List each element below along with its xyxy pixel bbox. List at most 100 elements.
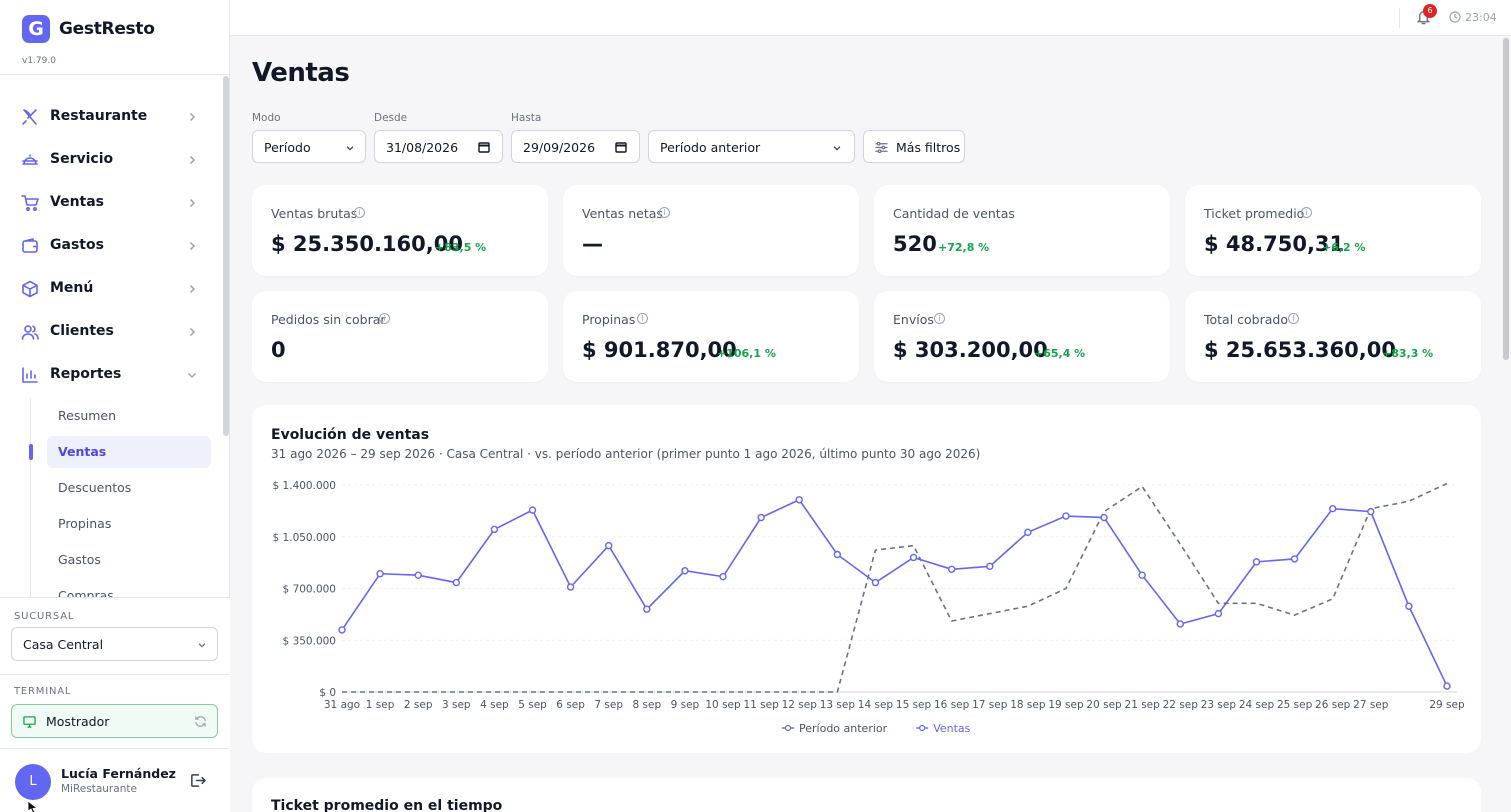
sidebar-item-servicio[interactable]: Servicio (0, 140, 222, 180)
page-scroll-thumb[interactable] (1503, 38, 1509, 360)
sidebar-subitem-resumen[interactable]: Resumen (47, 400, 211, 432)
terminal-select[interactable]: Mostrador (11, 704, 218, 738)
x-tick-label: 21 sep (1125, 699, 1161, 711)
avatar[interactable]: L (15, 764, 51, 800)
legend-label: Ventas (933, 722, 970, 735)
x-tick-label: 19 sep (1048, 699, 1084, 711)
sidebar-subitem-label: Compras (58, 588, 114, 597)
sidebar-item-menu[interactable]: Menú (0, 269, 222, 309)
info-icon[interactable]: i (637, 313, 648, 324)
sidebar-subitem-descuentos[interactable]: Descuentos (47, 472, 211, 504)
sidebar-scroll-thumb[interactable] (223, 76, 229, 436)
kpi-card-total-cobrado: Total cobrado i $ 25.653.360,00 +83,3 % (1185, 291, 1481, 382)
x-tick-label: 13 sep (820, 699, 856, 711)
branch-select[interactable]: Casa Central (11, 627, 218, 661)
sidebar-item-label: Menú (50, 280, 94, 296)
kpi-delta: +83,3 % (1382, 347, 1434, 360)
x-tick-label: 3 sep (442, 699, 471, 711)
sidebar-subitem-gastos[interactable]: Gastos (47, 544, 211, 576)
calendar-icon[interactable] (615, 141, 627, 153)
chevron-right-icon (189, 112, 196, 122)
compare-value: Período anterior (660, 140, 761, 155)
sliders-icon (875, 141, 888, 154)
users-icon (21, 325, 39, 340)
kpi-card-ventas-brutas: Ventas brutas i $ 25.350.160,00 +83,5 % (252, 185, 548, 276)
info-icon[interactable]: i (659, 207, 670, 218)
data-point (1062, 512, 1070, 520)
compare-select[interactable]: Período anterior (648, 130, 855, 163)
y-tick-label: $ 0 (319, 687, 336, 699)
x-tick-label: 15 sep (896, 699, 932, 711)
sidebar-item-label: Gastos (50, 237, 104, 253)
more-filters-button[interactable]: Más filtros (863, 130, 965, 163)
divider (0, 674, 230, 675)
y-tick-label: $ 350.000 (283, 635, 336, 647)
series-line-previous (342, 482, 1448, 693)
kpi-value: 0 (271, 338, 286, 362)
sidebar-subitem-propinas[interactable]: Propinas (47, 508, 211, 540)
data-point (1367, 507, 1375, 516)
sidebar-item-clientes[interactable]: Clientes (0, 312, 222, 352)
mouse-cursor (27, 800, 39, 812)
sidebar-subitem-label: Ventas (58, 444, 107, 459)
terminal-label: TERMINAL (14, 686, 72, 697)
info-icon[interactable]: i (1288, 313, 1299, 324)
data-point (1138, 571, 1146, 579)
x-tick-label: 2 sep (404, 699, 433, 711)
data-point (1328, 504, 1337, 513)
x-tick-label: 4 sep (480, 699, 509, 711)
kpi-delta: +106,1 % (717, 347, 776, 360)
x-tick-label: 10 sep (705, 699, 741, 711)
topbar: 6 23:04 (230, 0, 1511, 36)
data-point (414, 571, 422, 579)
data-point (1443, 682, 1451, 690)
calendar-icon[interactable] (478, 141, 490, 153)
sidebar-item-label: Ventas (50, 194, 105, 210)
notification-badge: 6 (1423, 4, 1437, 18)
chevron-down-icon (198, 643, 206, 648)
chevron-right-icon (189, 155, 196, 165)
refresh-icon[interactable] (194, 715, 207, 728)
sales-line-chart[interactable]: $ 0 $ 350.000 $ 700.000 $ 1.050.000 $ 1.400.… (252, 405, 1481, 753)
kpi-value: 520 (893, 232, 937, 256)
branch-value: Casa Central (23, 637, 104, 652)
info-icon[interactable]: i (934, 313, 945, 324)
box-icon (22, 280, 38, 298)
kpi-label: Pedidos sin cobrar (271, 312, 386, 327)
kpi-card-propinas: Propinas i $ 901.870,00 +106,1 % (563, 291, 859, 382)
legend-marker (784, 724, 792, 732)
data-point (986, 562, 994, 571)
chevron-right-icon (189, 241, 196, 251)
kpi-card-ticket-promedio: Ticket promedio i $ 48.750,31 +6,2 % (1185, 185, 1481, 276)
x-tick-label: 6 sep (556, 699, 585, 711)
info-icon[interactable]: i (1301, 207, 1312, 218)
cloche-icon (22, 154, 38, 165)
sidebar-subitem-ventas[interactable]: Ventas (47, 436, 211, 468)
bar-chart-icon (22, 367, 38, 383)
chevron-down-icon (187, 372, 197, 379)
sidebar-subitem-label: Resumen (58, 408, 117, 423)
subnav-guide (30, 398, 31, 598)
current-time: 23:04 (1465, 11, 1497, 24)
app-logo[interactable]: G (22, 15, 50, 43)
sidebar-item-restaurante[interactable]: Restaurante (0, 97, 222, 137)
from-label: Desde (374, 112, 408, 124)
user-org: MiRestaurante (61, 783, 137, 795)
sidebar-item-gastos[interactable]: Gastos (0, 226, 222, 266)
info-icon[interactable]: i (354, 207, 365, 218)
logout-icon[interactable] (189, 772, 206, 789)
mode-select[interactable]: Período (252, 130, 366, 163)
kpi-label: Envíos (893, 312, 934, 327)
sidebar-item-reportes[interactable]: Reportes (0, 355, 222, 395)
data-point (947, 565, 956, 573)
x-tick-label: 26 sep (1315, 699, 1351, 711)
sidebar-subitem-compras[interactable]: Compras (47, 580, 211, 597)
info-icon[interactable]: i (379, 313, 390, 324)
from-date-input[interactable]: 31/08/2026 (374, 130, 503, 163)
y-tick-label: $ 700.000 (283, 584, 336, 596)
app-name: GestResto (59, 19, 155, 39)
chevron-right-icon (189, 198, 196, 208)
sidebar-item-ventas[interactable]: Ventas (0, 183, 222, 223)
to-date-input[interactable]: 29/09/2026 (511, 130, 640, 163)
sidebar-subitem-label: Descuentos (58, 480, 132, 495)
